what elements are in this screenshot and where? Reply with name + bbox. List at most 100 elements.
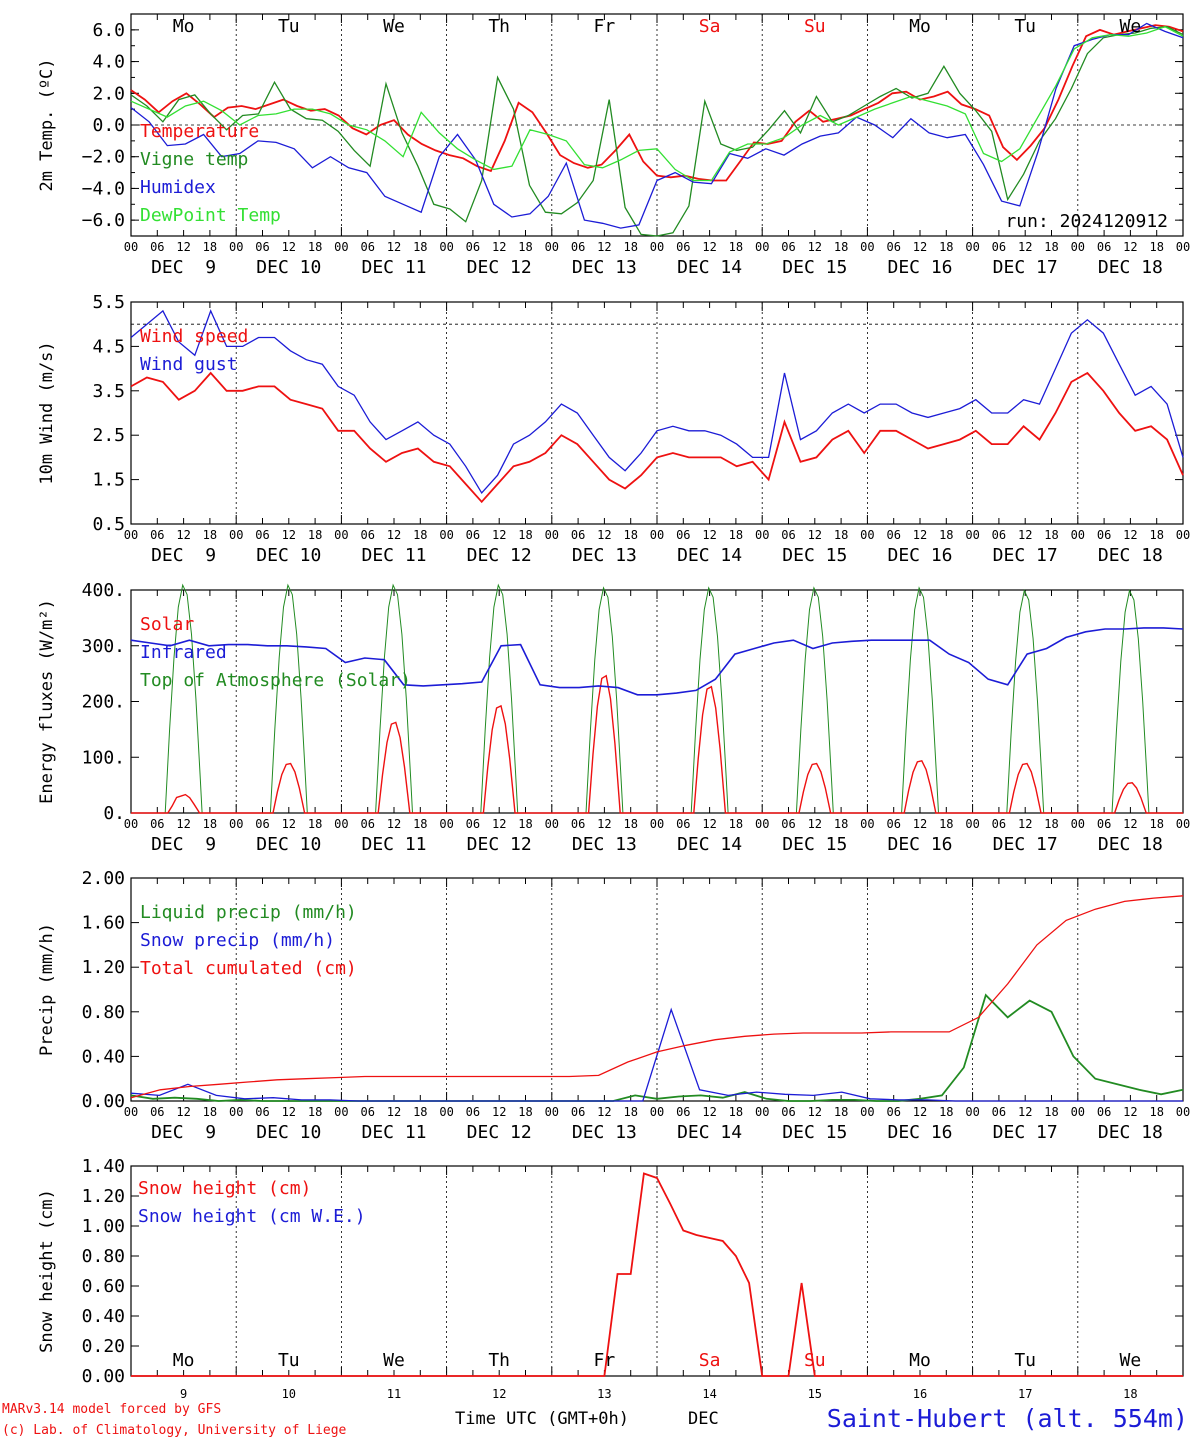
- series-line-infrared: [130, 627, 1184, 696]
- day-number-label: 16: [913, 1387, 927, 1401]
- series-line-wind-speed: [130, 371, 1184, 504]
- legend-entry: Vigne temp: [140, 149, 248, 170]
- legend-entry: Snow height (cm): [138, 1178, 311, 1199]
- hour-tick-label: 06: [360, 240, 374, 254]
- hour-tick-label: 12: [702, 817, 716, 831]
- hour-tick-label: 06: [676, 817, 690, 831]
- y-tick-label: 0.0: [92, 115, 125, 136]
- hour-tick-label: 06: [150, 817, 164, 831]
- hour-tick-label: 12: [597, 1105, 611, 1119]
- day-number-label: 12: [492, 1387, 506, 1401]
- hour-tick-label: 18: [1044, 817, 1058, 831]
- hour-tick-label: 06: [466, 528, 480, 542]
- hour-tick-label: 00: [755, 240, 769, 254]
- date-label: DEC 16: [887, 545, 952, 566]
- date-label: DEC 18: [1098, 257, 1163, 278]
- series-line-liquid-precip-mm-h-: [130, 993, 1184, 1102]
- hour-tick-label: 18: [413, 817, 427, 831]
- y-tick-label: −6.0: [82, 210, 125, 231]
- y-tick-label: 1.20: [82, 1186, 125, 1207]
- hour-tick-label: 12: [702, 240, 716, 254]
- hour-tick-label: 06: [992, 1105, 1006, 1119]
- chart-panel-2: 5.5 4.5 3.5 2.5 1.5 0.5 10m Wind (m/s) Wind spe…: [37, 292, 1190, 566]
- hour-tick-label: 06: [676, 240, 690, 254]
- credit-line-1: MARv3.14 model forced by GFS: [2, 1402, 221, 1417]
- hour-tick-label: 12: [1018, 1105, 1032, 1119]
- y-tick-label: 6.0: [92, 20, 125, 41]
- hour-tick-label: 00: [229, 528, 243, 542]
- hour-tick-label: 12: [1123, 817, 1137, 831]
- legend-entry: Wind speed: [140, 326, 248, 347]
- date-label: DEC 12: [467, 1122, 532, 1143]
- series-line-vigne-temp: [130, 26, 1184, 237]
- hour-tick-label: 00: [545, 528, 559, 542]
- series-line-solar: [131, 674, 1183, 814]
- hour-tick-label: 00: [334, 240, 348, 254]
- date-label: DEC 18: [1098, 834, 1163, 855]
- hour-tick-label: 18: [308, 240, 322, 254]
- hour-tick-label: 06: [150, 528, 164, 542]
- series-line-top-of-atmosphere: [131, 583, 1183, 814]
- hour-tick-label: 00: [545, 817, 559, 831]
- hour-tick-label: 12: [387, 817, 401, 831]
- hour-tick-label: 12: [1123, 240, 1137, 254]
- hour-tick-label: 00: [229, 817, 243, 831]
- hour-tick-label: 12: [913, 1105, 927, 1119]
- weekday-label: Fr: [594, 1350, 616, 1371]
- legend-entry: Humidex: [140, 177, 216, 198]
- y-tick-label: 2.0: [92, 83, 125, 104]
- y-tick-label: 0.20: [82, 1336, 125, 1357]
- hour-tick-label: 00: [860, 240, 874, 254]
- hour-tick-label: 00: [965, 1105, 979, 1119]
- hour-tick-label: 18: [203, 817, 217, 831]
- hour-tick-label: 00: [1071, 528, 1085, 542]
- hour-tick-label: 06: [255, 528, 269, 542]
- date-label: DEC 17: [993, 834, 1058, 855]
- hour-tick-label: 06: [255, 1105, 269, 1119]
- hour-tick-label: 12: [387, 240, 401, 254]
- date-label: DEC 17: [993, 1122, 1058, 1143]
- y-tick-label: 2.5: [92, 425, 125, 446]
- series-line-wind-gust: [130, 309, 1184, 494]
- y-tick-label: 0.40: [82, 1306, 125, 1327]
- date-label: DEC 10: [256, 1122, 321, 1143]
- hour-tick-label: 12: [176, 817, 190, 831]
- hour-tick-label: 12: [282, 817, 296, 831]
- date-label: DEC 16: [887, 834, 952, 855]
- hour-tick-label: 12: [282, 528, 296, 542]
- y-tick-label: 0.80: [82, 1246, 125, 1267]
- day-number-label: 18: [1123, 1387, 1137, 1401]
- chart-panels: 6.0 4.0 2.0 0.0 −2.0 −4.0 −6.0 2m Temp. (ºC) Tem…: [37, 13, 1190, 1401]
- hour-tick-label: 12: [1018, 817, 1032, 831]
- hour-tick-label: 00: [334, 1105, 348, 1119]
- y-tick-label: 0.00: [82, 1091, 125, 1112]
- hour-tick-label: 06: [360, 528, 374, 542]
- legend-entry: Snow precip (mm/h): [140, 930, 335, 951]
- hour-tick-label: 00: [334, 817, 348, 831]
- y-tick-label: 3.5: [92, 381, 125, 402]
- day-number-label: 11: [387, 1387, 401, 1401]
- weekday-label: Tu: [278, 16, 300, 37]
- y-tick-label: 1.60: [82, 913, 125, 934]
- hour-tick-label: 06: [150, 1105, 164, 1119]
- day-number-label: 10: [282, 1387, 296, 1401]
- hour-tick-label: 06: [360, 1105, 374, 1119]
- hour-tick-label: 18: [1044, 528, 1058, 542]
- date-label: DEC 12: [467, 545, 532, 566]
- y-tick-label: 0.: [103, 803, 125, 824]
- hour-tick-label: 12: [913, 817, 927, 831]
- date-label: DEC 13: [572, 545, 637, 566]
- hour-tick-label: 18: [518, 817, 532, 831]
- y-tick-label: 0.60: [82, 1276, 125, 1297]
- date-label: DEC 12: [467, 257, 532, 278]
- hour-tick-label: 12: [808, 528, 822, 542]
- hour-tick-label: 18: [413, 1105, 427, 1119]
- x-axis-month: DEC: [688, 1409, 719, 1429]
- hour-tick-label: 06: [360, 817, 374, 831]
- hour-tick-label: 18: [939, 817, 953, 831]
- hour-tick-label: 00: [860, 528, 874, 542]
- hour-tick-label: 06: [571, 528, 585, 542]
- y-tick-label: 300.: [82, 636, 125, 657]
- y-tick-label: 0.5: [92, 514, 125, 535]
- chart-panel-5: 1.40 1.20 1.00 0.80 0.60 0.40 0.20 0.00 Snow hei…: [37, 1156, 1184, 1401]
